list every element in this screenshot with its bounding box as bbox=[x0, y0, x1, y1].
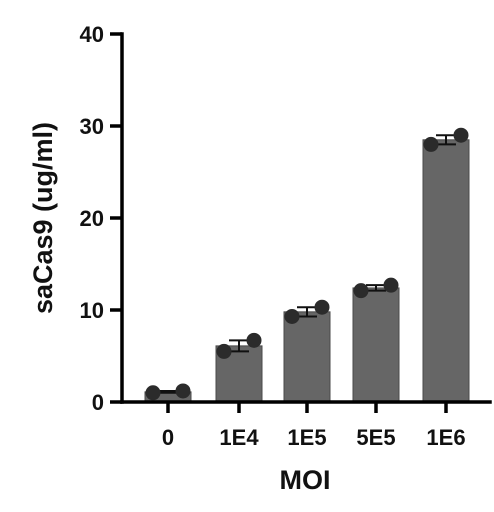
data-point-1E5-2 bbox=[314, 299, 330, 315]
data-point-1E4-2 bbox=[246, 332, 262, 348]
data-point-0-2 bbox=[175, 383, 191, 399]
bar-1E6 bbox=[422, 139, 470, 403]
bars-layer bbox=[144, 139, 470, 403]
y-axis: 0 10 20 30 40 bbox=[80, 22, 124, 415]
x-tick-label-1E6: 1E6 bbox=[426, 425, 465, 450]
data-point-1E4-1 bbox=[216, 343, 232, 359]
error-bar-0 bbox=[158, 389, 178, 394]
x-axis: 0 1E4 1E5 5E5 1E6 bbox=[120, 400, 492, 450]
points-layer bbox=[145, 127, 469, 401]
data-point-1E6-2 bbox=[453, 127, 469, 143]
y-tick-label-40: 40 bbox=[80, 22, 104, 47]
error-bar-1E4 bbox=[229, 339, 249, 353]
data-point-1E6-1 bbox=[423, 136, 439, 152]
x-axis-title: MOI bbox=[280, 465, 331, 495]
x-tick-label-0: 0 bbox=[162, 425, 174, 450]
y-tick-label-10: 10 bbox=[80, 298, 104, 323]
data-point-5E5-1 bbox=[353, 283, 369, 299]
error-bar-1E5 bbox=[297, 306, 317, 318]
y-axis-title: saCas9 (ug/ml) bbox=[28, 122, 58, 314]
bar-5E5 bbox=[352, 287, 400, 403]
x-tick-label-1E4: 1E4 bbox=[219, 425, 259, 450]
x-tick-label-1E5: 1E5 bbox=[287, 425, 326, 450]
error-bar-1E6 bbox=[436, 134, 456, 146]
data-point-0-1 bbox=[145, 385, 161, 401]
y-tick-label-0: 0 bbox=[92, 390, 104, 415]
data-point-5E5-2 bbox=[383, 277, 399, 293]
error-bars-layer bbox=[158, 134, 456, 394]
y-tick-label-20: 20 bbox=[80, 206, 104, 231]
bar-1E5 bbox=[283, 311, 331, 403]
x-tick-label-5E5: 5E5 bbox=[356, 425, 395, 450]
data-point-1E5-1 bbox=[284, 308, 300, 324]
error-bar-5E5 bbox=[366, 284, 386, 292]
y-tick-label-30: 30 bbox=[80, 114, 104, 139]
